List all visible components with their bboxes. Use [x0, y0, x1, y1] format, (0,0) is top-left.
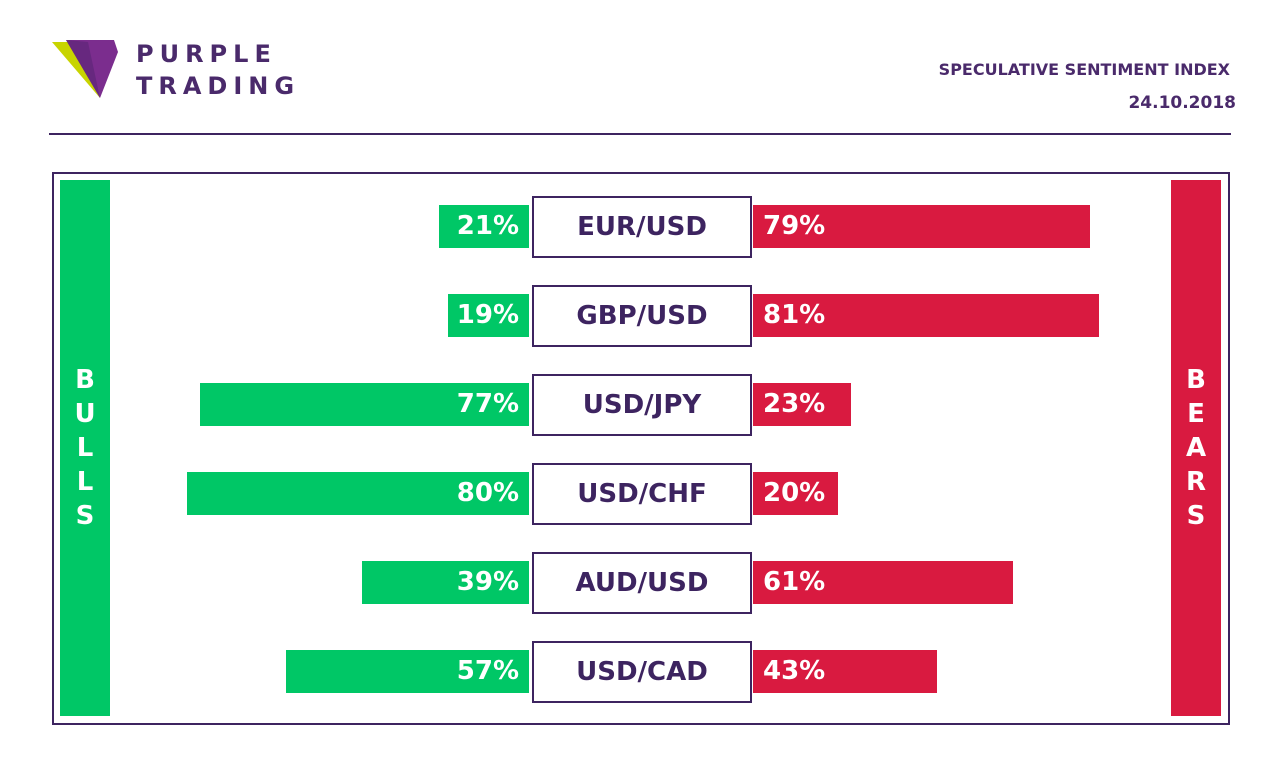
bulls-letter: B [75, 365, 95, 395]
brand-line-1: PURPLE [136, 40, 277, 68]
bulls-bar [285, 650, 529, 693]
logo-mark-icon [52, 40, 118, 98]
bears-bar [753, 294, 1099, 337]
bulls-letter: U [74, 399, 96, 429]
bulls-bar [362, 561, 529, 604]
bears-bar [753, 472, 839, 515]
bulls-letter: L [76, 467, 94, 497]
bears-value-label: 23% [763, 389, 826, 419]
report-date: 24.10.2018 [1128, 93, 1236, 113]
currency-pair-label: GBP/USD [532, 285, 752, 347]
bears-letter: E [1187, 399, 1205, 429]
bears-bar [753, 561, 1014, 604]
bulls-letter: L [76, 433, 94, 463]
bears-value-label: 61% [763, 567, 826, 597]
bears-letter: B [1186, 365, 1206, 395]
report-title: SPECULATIVE SENTIMENT INDEX [938, 60, 1230, 79]
currency-pair-label: USD/CAD [532, 641, 752, 703]
bulls-value-label: 77% [456, 389, 519, 419]
bulls-value-label: 21% [456, 211, 519, 241]
bulls-bar [439, 205, 529, 248]
bears-bar [753, 383, 852, 426]
bulls-value-label: 19% [456, 300, 519, 330]
purple-trading-logo: PURPLE TRADING [52, 38, 312, 100]
currency-pair-label: USD/JPY [532, 374, 752, 436]
bears-letter: A [1185, 433, 1207, 463]
header-divider [49, 133, 1231, 135]
bulls-bar [187, 472, 529, 515]
bulls-value-label: 80% [456, 478, 519, 508]
chart-frame [52, 172, 1230, 725]
bears-value-label: 79% [763, 211, 826, 241]
bulls-letter: S [75, 501, 95, 531]
bears-value-label: 81% [763, 300, 826, 330]
brand-line-2: TRADING [136, 72, 301, 100]
bears-letter: R [1185, 467, 1207, 497]
bulls-value-label: 57% [456, 656, 519, 686]
bulls-bar [447, 294, 529, 337]
bears-value-label: 20% [763, 478, 826, 508]
bears-letter: S [1186, 501, 1206, 531]
currency-pair-label: USD/CHF [532, 463, 752, 525]
bears-bar [753, 205, 1091, 248]
bulls-value-label: 39% [456, 567, 519, 597]
bears-value-label: 43% [763, 656, 826, 686]
bears-bar [753, 650, 937, 693]
bulls-bar [200, 383, 529, 426]
currency-pair-label: AUD/USD [532, 552, 752, 614]
currency-pair-label: EUR/USD [532, 196, 752, 258]
